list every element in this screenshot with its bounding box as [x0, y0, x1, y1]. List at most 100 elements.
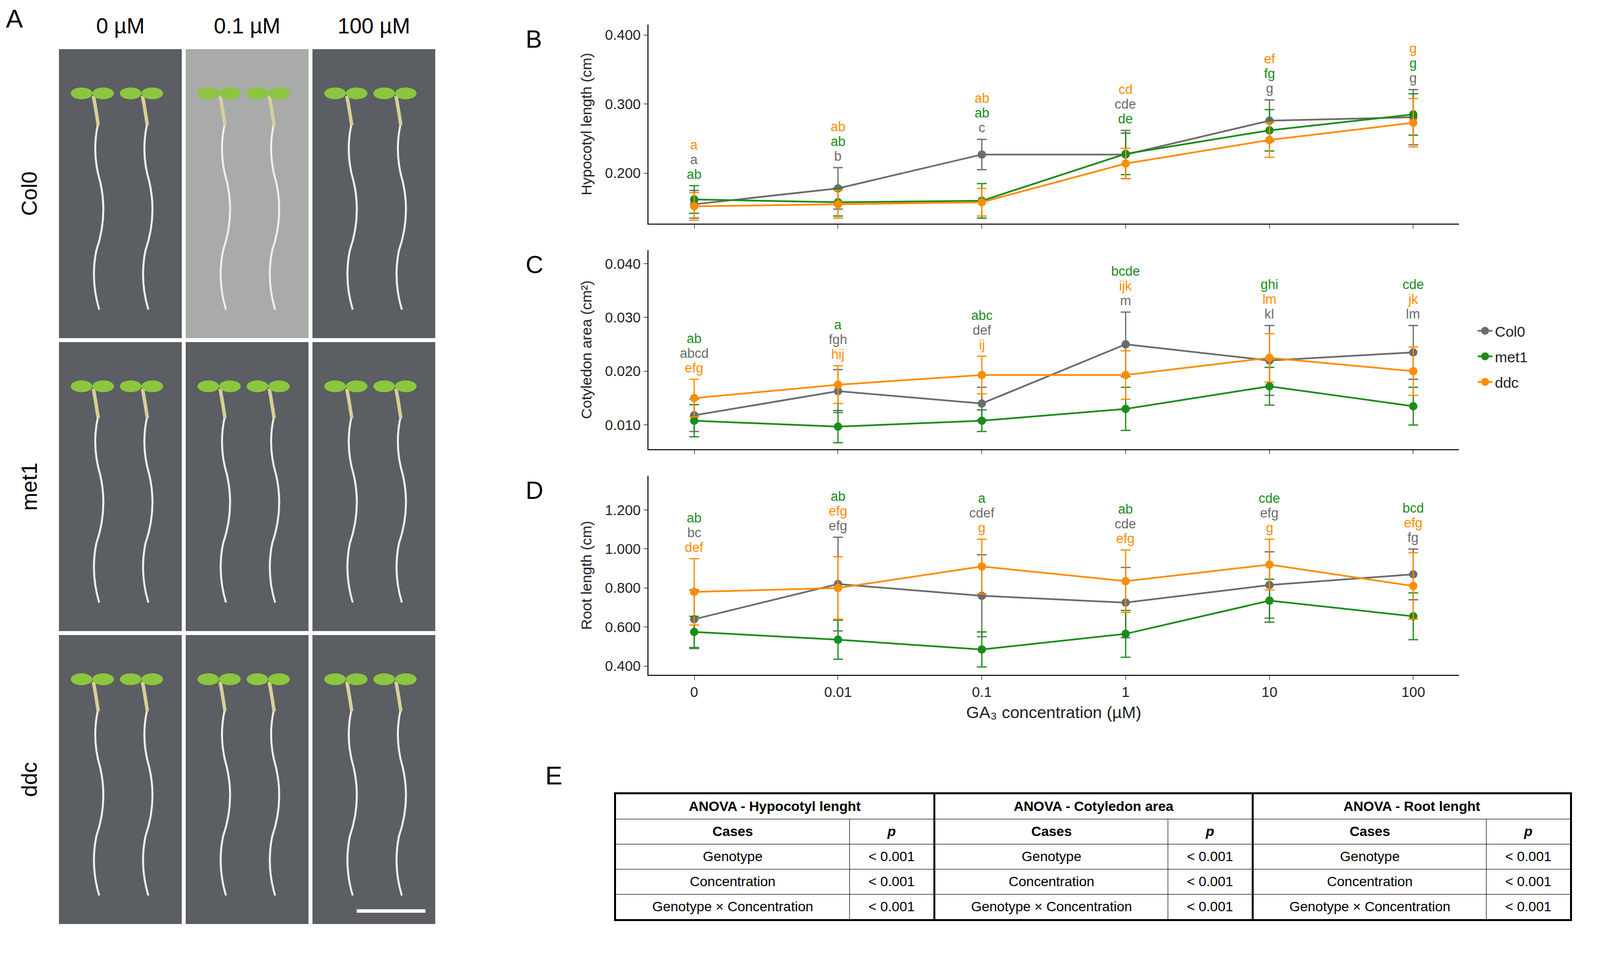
svg-text:def: def — [972, 322, 992, 338]
svg-text:10: 10 — [1261, 683, 1278, 700]
svg-text:ab: ab — [686, 331, 702, 346]
html-text:< 0.001: < 0.001 — [868, 848, 915, 864]
svg-text:ghi: ghi — [1260, 277, 1279, 292]
html-text:Genotype: Genotype — [702, 848, 763, 864]
svg-text:Cotyledon area (cm²): Cotyledon area (cm²) — [578, 280, 595, 420]
svg-text:ab: ab — [686, 167, 702, 182]
svg-text:a: a — [978, 490, 986, 506]
html-text:Genotype × Concentration: Genotype × Concentration — [652, 898, 814, 914]
svg-text:Hypocotyl length (cm): Hypocotyl length (cm) — [578, 52, 595, 196]
svg-text:abcd: abcd — [679, 345, 709, 361]
svg-text:g: g — [1409, 70, 1417, 86]
html-text:met1: met1 — [17, 462, 42, 511]
svg-text:cde: cde — [1258, 490, 1281, 506]
svg-text:g: g — [1409, 41, 1417, 57]
html-text:0 µM: 0 µM — [96, 13, 145, 38]
svg-text:cde: cde — [1114, 96, 1137, 112]
svg-text:efg: efg — [1260, 505, 1279, 521]
html-text:ddc: ddc — [17, 761, 42, 797]
svg-text:0.200: 0.200 — [605, 165, 642, 181]
svg-text:abc: abc — [971, 308, 993, 323]
svg-text:GA₃ concentration (µM): GA₃ concentration (µM) — [966, 702, 1142, 722]
svg-text:ab: ab — [1118, 501, 1133, 517]
svg-text:100: 100 — [1401, 683, 1426, 700]
svg-text:cde: cde — [1402, 277, 1425, 292]
svg-text:def: def — [684, 539, 704, 555]
svg-text:0.040: 0.040 — [605, 255, 642, 272]
svg-text:ijk: ijk — [1119, 278, 1132, 294]
svg-text:ab: ab — [830, 134, 846, 149]
svg-text:fgh: fgh — [828, 332, 848, 347]
svg-text:b: b — [834, 148, 842, 164]
svg-text:efg: efg — [1116, 531, 1135, 546]
svg-text:g: g — [978, 520, 986, 535]
svg-text:1: 1 — [1121, 683, 1130, 700]
svg-text:0.020: 0.020 — [605, 363, 642, 379]
svg-text:bc: bc — [687, 525, 702, 540]
svg-text:jk: jk — [1407, 291, 1419, 307]
html-text:ANOVA - Cotyledon area: ANOVA - Cotyledon area — [1013, 798, 1174, 814]
svg-text:C: C — [525, 251, 544, 279]
svg-text:cde: cde — [1114, 516, 1137, 532]
svg-text:0.600: 0.600 — [605, 618, 642, 635]
svg-text:lm: lm — [1262, 291, 1277, 307]
svg-text:efg: efg — [1403, 515, 1423, 531]
svg-text:0: 0 — [690, 683, 699, 700]
svg-text:a: a — [690, 152, 699, 168]
svg-text:0.010: 0.010 — [605, 417, 642, 433]
svg-text:0.1: 0.1 — [971, 683, 992, 700]
svg-text:ab: ab — [830, 119, 846, 135]
svg-text:de: de — [1118, 111, 1133, 127]
svg-text:ij: ij — [979, 337, 985, 353]
html-text:A: A — [5, 4, 23, 33]
svg-text:a: a — [834, 317, 843, 333]
svg-text:B: B — [525, 25, 542, 54]
svg-text:0.030: 0.030 — [605, 309, 642, 326]
svg-text:c: c — [978, 120, 986, 136]
html-text:100 µM: 100 µM — [337, 13, 411, 38]
svg-text:efg: efg — [684, 360, 704, 376]
svg-text:fg: fg — [1263, 66, 1276, 82]
svg-text:1.000: 1.000 — [605, 540, 642, 557]
html-text:ANOVA - Hypocotyl lenght: ANOVA - Hypocotyl lenght — [688, 798, 861, 814]
html-text:< 0.001: < 0.001 — [868, 898, 915, 914]
svg-text:met1: met1 — [1494, 348, 1528, 365]
html-text:Cases: Cases — [1031, 823, 1072, 839]
svg-text:Col0: Col0 — [1494, 323, 1526, 340]
svg-text:1.200: 1.200 — [605, 502, 642, 518]
svg-text:efg: efg — [828, 518, 848, 534]
svg-text:lm: lm — [1405, 306, 1421, 322]
svg-text:g: g — [1265, 520, 1274, 535]
svg-text:0.400: 0.400 — [605, 27, 642, 43]
svg-text:cdef: cdef — [969, 505, 995, 521]
svg-text:0.01: 0.01 — [824, 683, 852, 700]
svg-text:ab: ab — [686, 510, 702, 526]
html-text:Col0: Col0 — [17, 171, 42, 216]
svg-text:ab: ab — [830, 488, 846, 504]
svg-text:0.800: 0.800 — [605, 579, 642, 596]
html-text:0.1 µM: 0.1 µM — [213, 13, 281, 38]
svg-text:0.300: 0.300 — [605, 96, 642, 113]
html-text:Concentration: Concentration — [689, 873, 776, 889]
svg-text:Root length (cm): Root length (cm) — [578, 520, 595, 630]
html-text:Cases: Cases — [712, 823, 753, 839]
svg-text:hij: hij — [831, 346, 845, 362]
html-text:< 0.001: < 0.001 — [868, 873, 915, 889]
svg-text:ab: ab — [974, 90, 990, 106]
svg-text:0.400: 0.400 — [605, 657, 642, 674]
svg-text:m: m — [1120, 293, 1132, 309]
svg-text:bcd: bcd — [1402, 500, 1425, 516]
svg-text:g: g — [1409, 56, 1417, 71]
svg-text:bcde: bcde — [1111, 263, 1141, 279]
svg-text:D: D — [525, 476, 544, 505]
svg-text:ef: ef — [1263, 51, 1276, 67]
svg-text:ab: ab — [974, 105, 990, 121]
svg-text:fg: fg — [1407, 530, 1419, 545]
svg-text:g: g — [1265, 81, 1274, 96]
svg-text:a: a — [690, 137, 699, 153]
svg-text:kl: kl — [1264, 306, 1275, 322]
svg-text:ddc: ddc — [1494, 374, 1519, 391]
svg-text:efg: efg — [828, 503, 848, 519]
html-text:E: E — [545, 760, 563, 790]
svg-text:cd: cd — [1118, 82, 1133, 97]
